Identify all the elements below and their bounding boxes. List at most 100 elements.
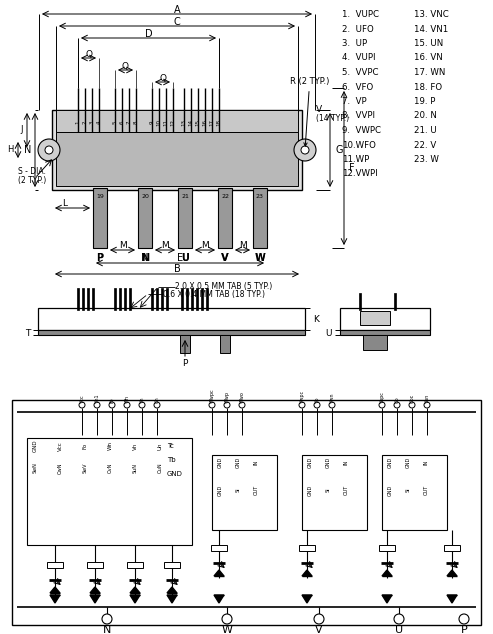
Text: IN: IN	[253, 460, 258, 465]
Text: M: M	[201, 240, 209, 250]
Text: GND: GND	[387, 456, 392, 468]
Text: 14: 14	[188, 119, 193, 126]
Circle shape	[314, 402, 320, 408]
Text: 22. V: 22. V	[414, 141, 436, 150]
Text: Fo: Fo	[82, 443, 87, 449]
Bar	[218, 188, 232, 248]
Bar	[77, 288, 79, 310]
Circle shape	[299, 402, 305, 408]
Text: 19. P: 19. P	[414, 97, 435, 106]
Text: K: K	[313, 314, 319, 323]
Text: 11.WP: 11.WP	[342, 155, 369, 164]
Bar	[340, 308, 430, 330]
Bar	[127, 562, 143, 568]
Circle shape	[424, 402, 430, 408]
Bar	[186, 288, 188, 310]
Circle shape	[394, 614, 404, 624]
Circle shape	[79, 402, 85, 408]
Text: U: U	[325, 328, 332, 337]
Bar	[178, 188, 192, 248]
Text: 12.VWPI: 12.VWPI	[342, 169, 378, 179]
Text: Wn: Wn	[125, 395, 130, 403]
Text: (2 TYP.): (2 TYP.)	[18, 176, 46, 184]
Text: OUT: OUT	[423, 485, 428, 495]
Text: P: P	[460, 625, 467, 634]
Text: 3: 3	[90, 120, 95, 124]
Bar	[87, 288, 89, 310]
Bar	[201, 288, 203, 310]
Text: N: N	[103, 625, 111, 634]
Text: (14 TYP.): (14 TYP.)	[316, 113, 349, 122]
Bar	[47, 562, 63, 568]
Polygon shape	[167, 595, 177, 603]
Polygon shape	[50, 595, 60, 603]
Text: U: U	[395, 625, 403, 634]
Text: D: D	[144, 29, 152, 39]
Bar	[382, 455, 447, 530]
Bar	[87, 562, 103, 568]
Polygon shape	[130, 595, 140, 603]
Text: 10.WFO: 10.WFO	[342, 141, 376, 150]
Bar	[124, 288, 126, 310]
Circle shape	[222, 614, 232, 624]
Bar	[114, 288, 116, 310]
Text: V: V	[316, 105, 322, 115]
Text: 6.  VFO: 6. VFO	[342, 82, 373, 91]
Text: 20: 20	[141, 193, 149, 198]
Text: SuN: SuN	[133, 463, 138, 473]
Text: 15: 15	[196, 119, 201, 126]
Text: 16: 16	[203, 119, 208, 126]
Text: SI: SI	[325, 488, 330, 493]
Text: Wwpc: Wwpc	[210, 389, 214, 403]
Text: Q: Q	[122, 61, 129, 70]
Bar	[161, 288, 163, 310]
Text: Un: Un	[154, 396, 160, 403]
Polygon shape	[214, 570, 224, 576]
Bar	[138, 188, 152, 248]
Bar	[180, 335, 190, 353]
Text: 4: 4	[97, 120, 102, 124]
Text: M: M	[239, 240, 246, 250]
Ellipse shape	[294, 139, 316, 161]
Circle shape	[139, 402, 145, 408]
Circle shape	[459, 614, 469, 624]
Text: OUT: OUT	[253, 485, 258, 495]
Text: GND: GND	[217, 456, 222, 468]
Text: Vcc: Vcc	[79, 394, 84, 403]
Text: V: V	[221, 253, 229, 263]
Bar	[93, 188, 107, 248]
Text: Tb: Tb	[167, 457, 176, 463]
Text: GND: GND	[33, 440, 37, 452]
Text: Vun: Vun	[424, 394, 429, 403]
Bar	[196, 288, 198, 310]
Text: C: C	[174, 17, 180, 27]
Bar	[253, 188, 267, 248]
Bar	[340, 330, 430, 335]
Text: Vp: Vp	[315, 396, 319, 403]
Polygon shape	[214, 595, 224, 603]
Circle shape	[239, 402, 245, 408]
Circle shape	[224, 402, 230, 408]
Text: IN: IN	[423, 460, 428, 465]
Text: 6: 6	[119, 120, 125, 124]
Text: GND: GND	[167, 471, 183, 477]
Text: U: U	[181, 253, 188, 263]
Bar	[166, 288, 168, 310]
Text: Q: Q	[159, 74, 166, 82]
Text: 3.  UP: 3. UP	[342, 39, 367, 48]
Circle shape	[45, 146, 53, 154]
Text: 11: 11	[164, 119, 169, 126]
Text: Wwp: Wwp	[224, 391, 230, 403]
Text: 21. U: 21. U	[414, 126, 437, 135]
Bar	[38, 330, 305, 335]
Text: GND: GND	[236, 456, 241, 468]
Text: OwN: OwN	[58, 462, 63, 474]
Text: GND: GND	[217, 484, 222, 496]
Circle shape	[301, 146, 309, 154]
Text: SI: SI	[406, 488, 411, 493]
Text: M: M	[161, 240, 169, 250]
Bar	[27, 438, 192, 545]
Bar	[156, 288, 158, 310]
Text: 1.  VUPC: 1. VUPC	[342, 10, 379, 19]
Text: SwV: SwV	[82, 463, 87, 473]
